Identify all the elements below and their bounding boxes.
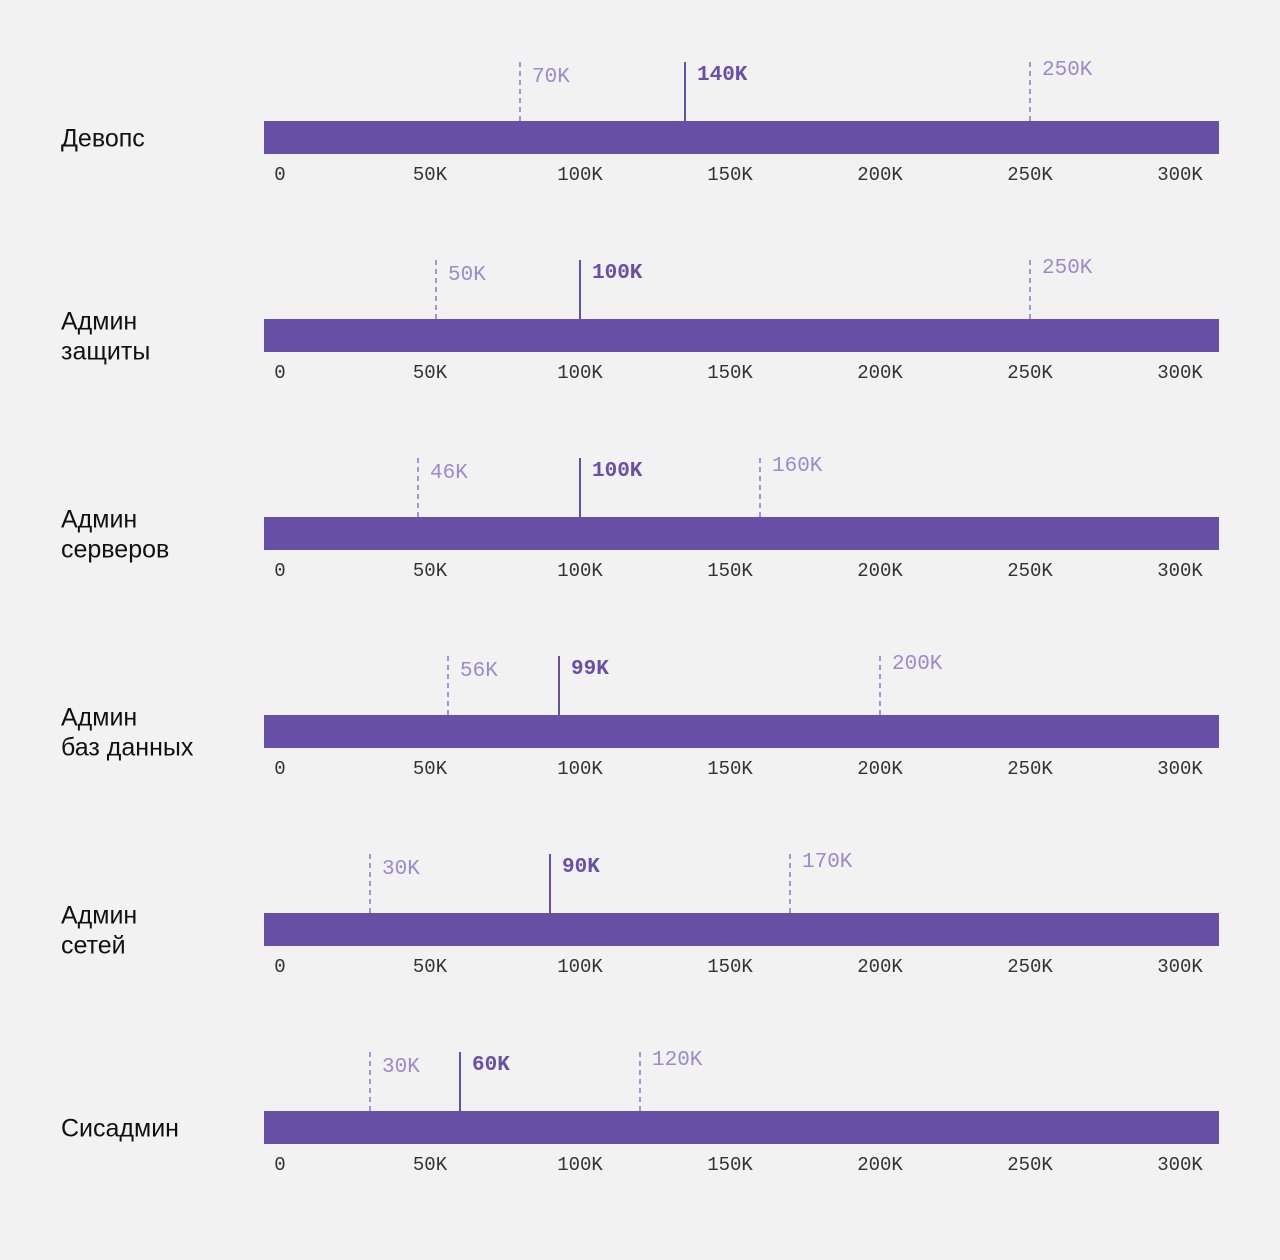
axis-tick-label: 200K (857, 758, 903, 780)
role-label-line: Админ (61, 506, 137, 534)
axis-tick-label: 200K (857, 956, 903, 978)
min-marker-label: 30K (382, 858, 420, 881)
axis-tick-label: 300K (1157, 560, 1203, 582)
axis-tick-label: 150K (707, 758, 753, 780)
axis-tick-label: 150K (707, 1154, 753, 1176)
range-bar (264, 913, 1219, 946)
axis-tick-label: 250K (1007, 1154, 1053, 1176)
axis-tick-label: 100K (557, 362, 603, 384)
axis-tick-label: 100K (557, 560, 603, 582)
axis-tick-label: 250K (1007, 758, 1053, 780)
min-marker-label: 50K (448, 264, 486, 287)
max-marker-label: 200K (892, 653, 943, 676)
role-label-line: серверов (61, 536, 169, 564)
role-label-line: баз данных (61, 734, 194, 762)
role-label-line: Админ (61, 704, 137, 732)
role-label-line: Сисадмин (61, 1115, 179, 1143)
axis-tick-label: 200K (857, 1154, 903, 1176)
max-marker-label: 250K (1042, 257, 1093, 280)
axis-tick-label: 0 (274, 758, 285, 780)
max-marker-label: 120K (652, 1049, 703, 1072)
axis-tick-label: 250K (1007, 362, 1053, 384)
axis-tick-label: 50K (413, 362, 448, 384)
median-marker-label: 100K (592, 262, 643, 285)
role-label-line: сетей (61, 932, 126, 960)
max-marker-label: 160K (772, 455, 823, 478)
axis-tick-label: 50K (413, 758, 448, 780)
axis-tick-label: 250K (1007, 164, 1053, 186)
min-marker-label: 56K (460, 660, 498, 683)
median-marker-label: 100K (592, 460, 643, 483)
axis-tick-label: 50K (413, 956, 448, 978)
range-bar (264, 517, 1219, 550)
axis-tick-label: 50K (413, 164, 448, 186)
range-bar (264, 319, 1219, 352)
range-bar (264, 1111, 1219, 1144)
role-label-line: Админ (61, 308, 137, 336)
axis-tick-label: 0 (274, 164, 285, 186)
min-marker-label: 46K (430, 462, 468, 485)
axis-tick-label: 250K (1007, 560, 1053, 582)
axis-tick-label: 200K (857, 164, 903, 186)
axis-tick-label: 50K (413, 560, 448, 582)
role-label-line: Админ (61, 902, 137, 930)
axis-tick-label: 0 (274, 1154, 285, 1176)
axis-tick-label: 200K (857, 560, 903, 582)
axis-tick-label: 300K (1157, 758, 1203, 780)
axis-tick-label: 0 (274, 956, 285, 978)
range-bar (264, 715, 1219, 748)
min-marker-label: 30K (382, 1056, 420, 1079)
axis-tick-label: 150K (707, 164, 753, 186)
axis-tick-label: 200K (857, 362, 903, 384)
axis-tick-label: 250K (1007, 956, 1053, 978)
axis-tick-label: 300K (1157, 164, 1203, 186)
axis-tick-label: 150K (707, 560, 753, 582)
max-marker-label: 170K (802, 851, 853, 874)
axis-tick-label: 300K (1157, 1154, 1203, 1176)
max-marker-label: 250K (1042, 59, 1093, 82)
median-marker-label: 140K (697, 64, 748, 87)
axis-tick-label: 300K (1157, 956, 1203, 978)
axis-tick-label: 0 (274, 560, 285, 582)
axis-tick-label: 100K (557, 164, 603, 186)
axis-tick-label: 50K (413, 1154, 448, 1176)
range-bar (264, 121, 1219, 154)
median-marker-label: 90K (562, 856, 600, 879)
axis-tick-label: 100K (557, 956, 603, 978)
role-label-line: защиты (61, 338, 150, 366)
axis-tick-label: 300K (1157, 362, 1203, 384)
median-marker-label: 99K (571, 658, 609, 681)
axis-tick-label: 100K (557, 758, 603, 780)
median-marker-label: 60K (472, 1054, 510, 1077)
axis-tick-label: 100K (557, 1154, 603, 1176)
axis-tick-label: 150K (707, 956, 753, 978)
min-marker-label: 70K (532, 66, 570, 89)
role-label-line: Девопс (61, 125, 145, 153)
axis-tick-label: 150K (707, 362, 753, 384)
axis-tick-label: 0 (274, 362, 285, 384)
